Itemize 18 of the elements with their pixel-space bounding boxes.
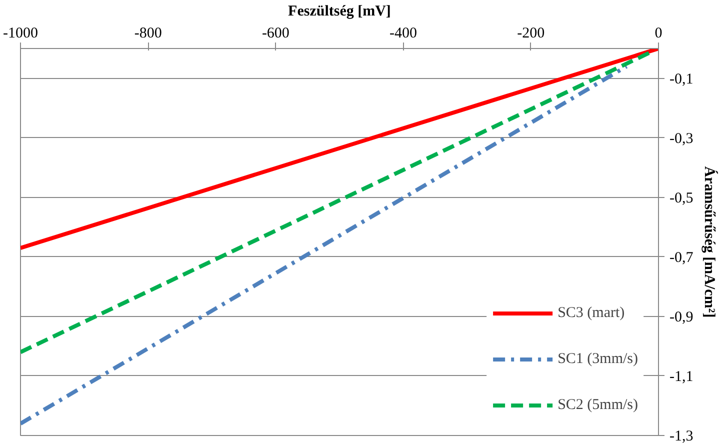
y-axis-title: Áramsűrűség [mA/cm²]: [701, 166, 718, 318]
y-tick-label: -0,5: [670, 190, 694, 206]
x-tick-label: -800: [134, 26, 162, 42]
legend-label: SC1 (3mm/s): [558, 350, 638, 368]
x-axis-title: Feszültség [mV]: [288, 4, 391, 20]
legend-label: SC2 (5mm/s): [558, 396, 638, 414]
x-tick-label: -1000: [3, 26, 38, 42]
x-tick-label: -200: [517, 26, 545, 42]
legend-label: SC3 (mart): [558, 304, 625, 322]
x-tick-label: -400: [390, 26, 418, 42]
y-tick-label: -0,3: [670, 130, 694, 147]
y-tick-label: -0,9: [670, 309, 694, 326]
y-tick-label: -1,1: [670, 368, 694, 385]
x-tick-label: -600: [262, 26, 290, 42]
y-tick-label: -0,1: [670, 71, 694, 88]
y-tick-label: -0,7: [670, 250, 694, 266]
x-tick-label: 0: [654, 26, 662, 42]
y-tick-label: -1,3: [670, 428, 694, 444]
